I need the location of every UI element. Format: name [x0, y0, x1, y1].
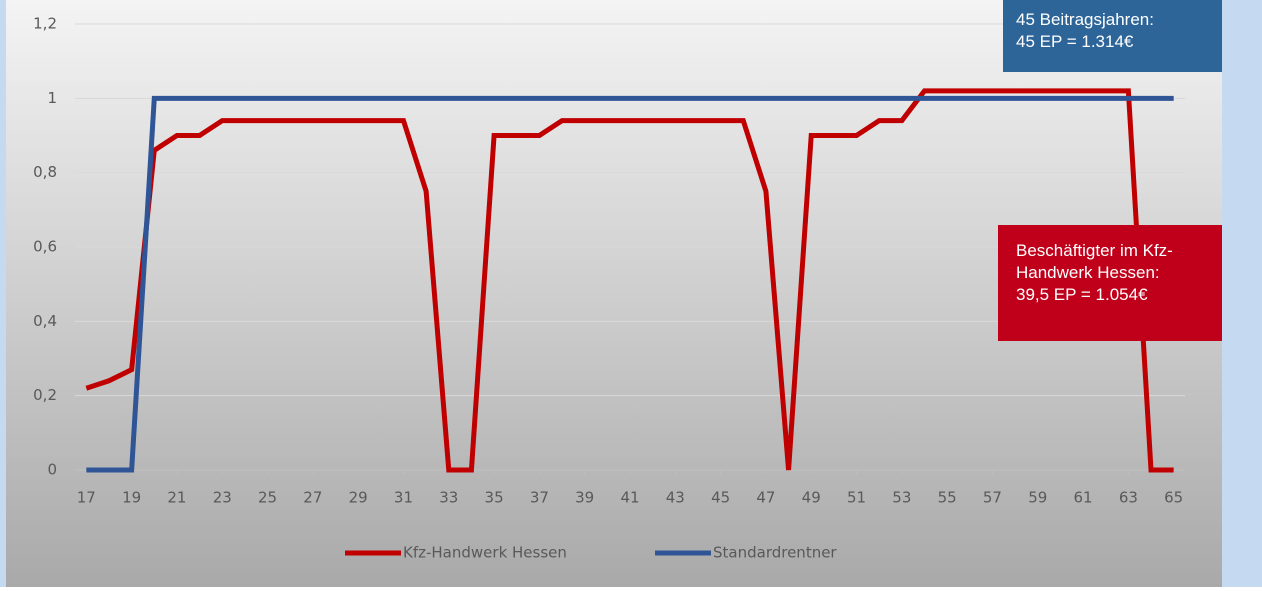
y-tick-label: 0,2	[33, 386, 57, 404]
x-tick-label: 33	[439, 489, 458, 507]
x-tick-label: 35	[485, 489, 504, 507]
annotation-text: 39,5 EP = 1.054€	[1016, 285, 1148, 304]
x-tick-label: 51	[847, 489, 866, 507]
annotation-box	[998, 225, 1222, 341]
x-tick-label: 23	[213, 489, 232, 507]
x-tick-label: 19	[122, 489, 141, 507]
x-tick-label: 53	[892, 489, 911, 507]
x-tick-label: 31	[394, 489, 413, 507]
x-tick-label: 45	[711, 489, 730, 507]
x-tick-label: 29	[349, 489, 368, 507]
annotation-text: 45 EP = 1.314€	[1016, 32, 1134, 51]
x-tick-label: 41	[620, 489, 639, 507]
y-tick-label: 0,4	[33, 312, 57, 330]
y-tick-label: 0	[47, 461, 57, 479]
x-tick-label: 65	[1164, 489, 1183, 507]
x-tick-label: 43	[666, 489, 685, 507]
series-line	[85, 88, 1174, 473]
x-tick-label: 37	[530, 489, 549, 507]
legend-label: Standardrentner	[713, 544, 837, 562]
x-tick-label: 25	[258, 489, 277, 507]
x-tick-label: 49	[802, 489, 821, 507]
x-tick-label: 39	[575, 489, 594, 507]
x-tick-label: 21	[167, 489, 186, 507]
x-tick-label: 17	[77, 489, 96, 507]
x-tick-label: 47	[756, 489, 775, 507]
x-tick-label: 59	[1028, 489, 1047, 507]
series-line	[86, 95, 1174, 473]
annotation-box	[1003, 0, 1222, 72]
annotation-text: Handwerk Hessen:	[1016, 263, 1160, 282]
x-tick-label: 61	[1074, 489, 1093, 507]
x-tick-label: 57	[983, 489, 1002, 507]
y-tick-label: 0,6	[33, 238, 57, 256]
x-tick-label: 55	[938, 489, 957, 507]
annotation-text: 45 Beitragsjahren:	[1016, 10, 1154, 29]
annotation-text: Beschäftigter im Kfz-	[1016, 241, 1173, 260]
y-tick-label: 1,2	[33, 15, 57, 33]
y-tick-label: 0,8	[33, 163, 57, 181]
y-tick-label: 1	[47, 89, 57, 107]
x-tick-label: 63	[1119, 489, 1138, 507]
x-tick-label: 27	[303, 489, 322, 507]
legend-label: Kfz-Handwerk Hessen	[403, 544, 567, 562]
